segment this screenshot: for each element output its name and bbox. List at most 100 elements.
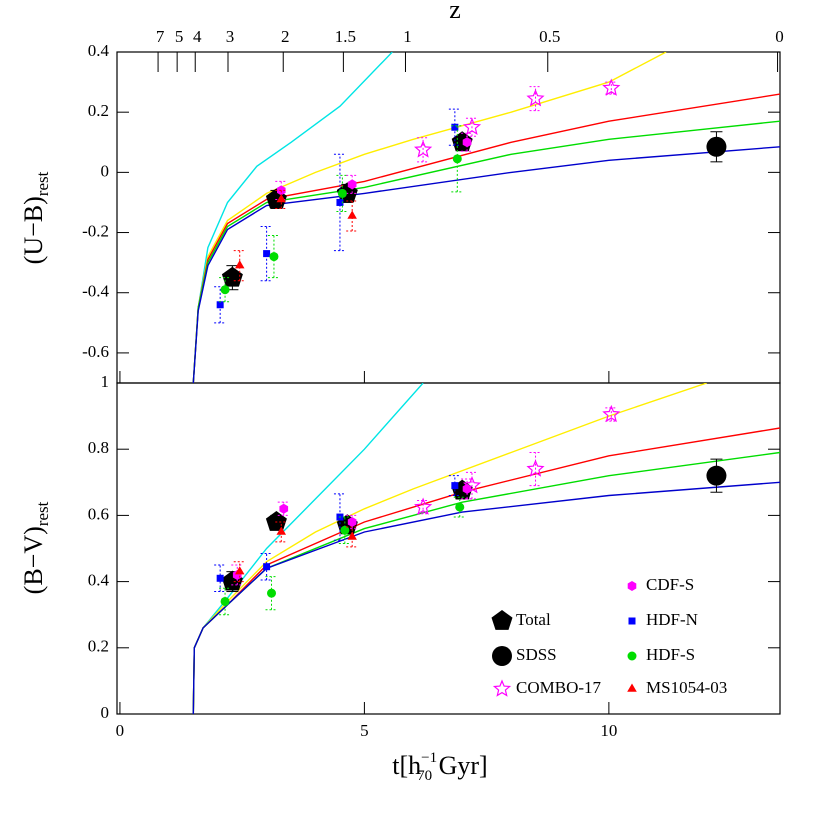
y-tick-label: 0 — [101, 161, 110, 180]
x-label-sub: 70 — [417, 768, 432, 784]
legend-marker — [492, 646, 512, 666]
legend-label: SDSS — [516, 645, 557, 664]
marker — [462, 137, 472, 148]
legend-marker — [491, 610, 513, 630]
marker — [336, 198, 344, 206]
legend-label: COMBO-17 — [516, 678, 602, 697]
x-tick-label: 5 — [360, 721, 369, 740]
y-label-main: (B−V) — [19, 526, 48, 594]
marker — [462, 117, 482, 135]
marker — [263, 563, 271, 571]
legend-label: CDF-S — [646, 575, 694, 594]
z-tick-label: 1.5 — [335, 27, 356, 46]
marker — [414, 140, 433, 158]
marker — [216, 301, 224, 309]
marker — [455, 502, 465, 512]
marker — [220, 596, 230, 606]
marker — [706, 465, 727, 486]
y-label-sub: rest — [33, 501, 52, 526]
model-curve — [192, 146, 780, 383]
y-tick-label: 0.4 — [88, 571, 110, 590]
marker — [451, 123, 459, 131]
z-tick-label: 3 — [226, 27, 235, 46]
y-tick-label: 0.2 — [88, 101, 109, 120]
marker — [706, 136, 727, 157]
x-label-main: t[h — [392, 751, 421, 780]
model-curve — [192, 120, 780, 383]
z-tick-label: 1 — [403, 27, 412, 46]
marker — [269, 252, 279, 262]
model-curve — [192, 383, 424, 714]
z-tick-label: 7 — [156, 27, 165, 46]
marker — [526, 459, 545, 477]
legend-label: HDF-S — [646, 645, 695, 664]
marker — [265, 511, 287, 531]
legend-label: MS1054-03 — [646, 678, 727, 697]
marker — [277, 185, 286, 196]
marker — [526, 89, 545, 107]
marker — [462, 476, 482, 494]
marker — [279, 503, 289, 514]
y-axis-label: (B−V)rest — [19, 501, 52, 594]
marker — [602, 404, 621, 423]
z-tick-label: 0.5 — [539, 27, 560, 46]
marker — [452, 154, 462, 164]
legend-marker — [627, 581, 637, 591]
x-tick-label: 10 — [600, 721, 617, 740]
marker — [276, 526, 286, 535]
model-curve — [192, 93, 780, 383]
x-label-sup: −1 — [421, 750, 437, 766]
marker — [267, 588, 277, 598]
y-tick-label: 0 — [101, 703, 110, 722]
z-tick-label: 2 — [281, 27, 290, 46]
marker — [451, 482, 459, 490]
model-curve — [192, 427, 780, 714]
y-tick-label: 0.8 — [88, 438, 109, 457]
marker — [347, 531, 357, 540]
marker — [337, 188, 347, 198]
z-axis-label: z — [449, 0, 461, 24]
y-axis-label: (U−B)rest — [19, 171, 52, 264]
y-tick-label: 0.6 — [88, 504, 109, 523]
legend-marker — [628, 617, 636, 625]
marker — [347, 517, 357, 527]
x-tick-label: 0 — [116, 721, 125, 740]
model-curve — [192, 383, 707, 714]
y-tick-label: 1 — [101, 372, 110, 391]
y-tick-label: -0.2 — [82, 221, 109, 240]
legend-label: HDF-N — [646, 610, 698, 629]
legend-marker — [492, 679, 512, 697]
marker — [462, 483, 472, 494]
marker — [602, 78, 621, 96]
marker — [347, 210, 357, 219]
legend-marker — [627, 683, 637, 692]
model-curve — [192, 52, 393, 383]
x-axis-label: t[h−1 70 Gyr] — [392, 750, 487, 784]
bottom-frame — [116, 382, 781, 715]
marker — [340, 525, 350, 535]
legend-label: Total — [516, 610, 551, 629]
marker — [347, 179, 357, 190]
y-tick-label: -0.6 — [82, 342, 109, 361]
marker — [220, 285, 230, 295]
marker — [276, 193, 286, 203]
marker — [263, 250, 271, 258]
y-label-main: (U−B) — [19, 196, 48, 264]
z-tick-label: 0 — [775, 27, 784, 46]
marker — [221, 266, 243, 287]
z-tick-label: 4 — [193, 27, 202, 46]
y-tick-label: 0.2 — [88, 637, 109, 656]
legend-marker — [627, 651, 637, 661]
y-tick-label: 0.4 — [88, 41, 110, 60]
z-tick-label: 5 — [175, 27, 184, 46]
marker — [414, 497, 433, 515]
y-tick-label: -0.4 — [82, 282, 109, 301]
marker — [235, 260, 245, 269]
marker — [216, 574, 224, 582]
marker — [235, 566, 245, 575]
model-curve — [192, 52, 667, 383]
y-label-sub: rest — [33, 171, 52, 196]
x-label-end: Gyr] — [432, 751, 488, 780]
